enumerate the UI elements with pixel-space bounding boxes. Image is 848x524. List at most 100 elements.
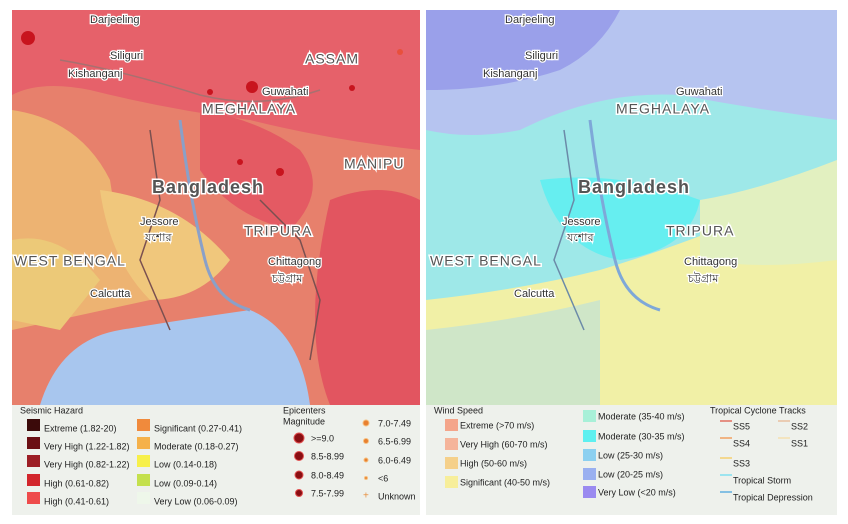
legend-label: 7.5-7.99	[311, 488, 344, 498]
legend-symbol	[362, 419, 370, 427]
legend-swatch	[445, 419, 458, 431]
map-label: TRIPURA	[244, 223, 312, 239]
legend-panel	[426, 405, 837, 515]
legend-label: SS1	[791, 438, 808, 448]
map-label: Jessore	[140, 216, 179, 228]
legend-swatch	[583, 486, 596, 498]
legend-swatch	[27, 437, 40, 449]
map-label: Siliguri	[525, 50, 558, 62]
map-label: Guwahati	[676, 86, 722, 98]
legend-label: >=9.0	[311, 433, 334, 443]
legend-swatch	[583, 410, 596, 422]
legend-symbol	[293, 432, 305, 444]
legend-label: Very High (60-70 m/s)	[460, 439, 548, 449]
legend-label: Very Low (0.06-0.09)	[154, 496, 238, 506]
legend-label: Low (25-30 m/s)	[598, 450, 663, 460]
legend-label: Low (0.14-0.18)	[154, 459, 217, 469]
map-label: Calcutta	[90, 288, 131, 300]
legend-swatch	[583, 449, 596, 461]
legend-panel	[12, 405, 420, 515]
map-label: যশোর	[566, 232, 594, 244]
legend-swatch	[583, 430, 596, 442]
legend-swatch	[445, 438, 458, 450]
map-label: MEGHALAYA	[202, 101, 296, 117]
map-label: MANIPU	[344, 156, 404, 172]
legend-swatch	[445, 457, 458, 469]
legend-label: 8.5-8.99	[311, 451, 344, 461]
legend-swatch	[27, 455, 40, 467]
legend-title: Wind Speed	[434, 405, 483, 415]
legend-label: High (0.61-0.82)	[44, 478, 109, 488]
map-label: Bangladesh	[578, 177, 690, 197]
legend-label: <6	[378, 473, 388, 483]
legend-label: 8.0-8.49	[311, 470, 344, 480]
legend-subtitle: Magnitude	[283, 416, 325, 426]
legend-label: Low (0.09-0.14)	[154, 478, 217, 488]
legend-label: SS5	[733, 421, 750, 431]
map-label: চট্টগ্রাম	[687, 272, 719, 285]
map-label: যশোর	[144, 232, 172, 244]
legend-symbol	[364, 476, 368, 480]
map-label: Jessore	[562, 216, 601, 228]
legend-label: Extreme (1.82-20)	[44, 423, 117, 433]
wind-map: Darjeeling Siliguri Kishanganj Guwahati …	[426, 10, 837, 405]
legend-swatch	[137, 419, 150, 431]
legend-label: SS4	[733, 438, 750, 448]
map-label: Kishanganj	[68, 68, 122, 80]
legend-label: 6.5-6.99	[378, 436, 411, 446]
legend-label: Moderate (0.18-0.27)	[154, 441, 239, 451]
legend-label: Very Low (<20 m/s)	[598, 487, 676, 497]
legend-swatch	[27, 419, 40, 431]
legend-title: Epicenters	[283, 405, 326, 415]
map-label: Chittagong	[268, 256, 321, 268]
legend-label: High (0.41-0.61)	[44, 496, 109, 506]
legend-label: SS3	[733, 458, 750, 468]
map-label: Siliguri	[110, 50, 143, 62]
legend-label: 6.0-6.49	[378, 455, 411, 465]
legend-swatch	[137, 437, 150, 449]
legend-title: Tropical Cyclone Tracks	[710, 405, 806, 415]
map-label: চট্টগ্রাম	[271, 272, 303, 285]
legend-swatch	[137, 492, 150, 504]
legend-label: SS2	[791, 421, 808, 431]
legend-swatch	[583, 468, 596, 480]
legend-label: Tropical Storm	[733, 475, 791, 485]
legend-swatch	[27, 474, 40, 486]
map-label: Kishanganj	[483, 68, 537, 80]
legend-symbol	[294, 451, 304, 461]
map-label: MEGHALAYA	[616, 101, 710, 117]
legend-label: High (50-60 m/s)	[460, 458, 527, 468]
legend-swatch	[27, 492, 40, 504]
legend-label: Very High (0.82-1.22)	[44, 459, 130, 469]
legend-symbol: +	[363, 491, 369, 502]
legend-symbol	[363, 457, 369, 463]
map-label: WEST BENGAL	[14, 253, 126, 269]
legend-title: Seismic Hazard	[20, 405, 83, 415]
map-label: Darjeeling	[90, 14, 140, 26]
map-label: TRIPURA	[666, 223, 734, 239]
map-label: Chittagong	[684, 256, 737, 268]
legend-label: Unknown	[378, 491, 416, 501]
legend-label: Very High (1.22-1.82)	[44, 441, 130, 451]
legend-symbol	[295, 489, 303, 497]
map-label: Bangladesh	[152, 177, 264, 197]
legend-label: Extreme (>70 m/s)	[460, 420, 534, 430]
map-label: Darjeeling	[505, 14, 555, 26]
map-label: Calcutta	[514, 288, 555, 300]
map-label: Guwahati	[262, 86, 308, 98]
legend-label: Tropical Depression	[733, 492, 813, 502]
legend-swatch	[445, 476, 458, 488]
legend-symbol	[363, 438, 369, 444]
legend-label: Moderate (30-35 m/s)	[598, 431, 685, 441]
legend-label: Significant (40-50 m/s)	[460, 477, 550, 487]
seismic-map: Darjeeling Siliguri Kishanganj ASSAM Guw…	[12, 10, 420, 405]
legend-label: Moderate (35-40 m/s)	[598, 411, 685, 421]
legend-swatch	[137, 455, 150, 467]
legend-swatch	[137, 474, 150, 486]
legend-label: Low (20-25 m/s)	[598, 469, 663, 479]
map-label: WEST BENGAL	[430, 253, 542, 269]
legend-label: 7.0-7.49	[378, 418, 411, 428]
map-label: ASSAM	[305, 51, 359, 67]
